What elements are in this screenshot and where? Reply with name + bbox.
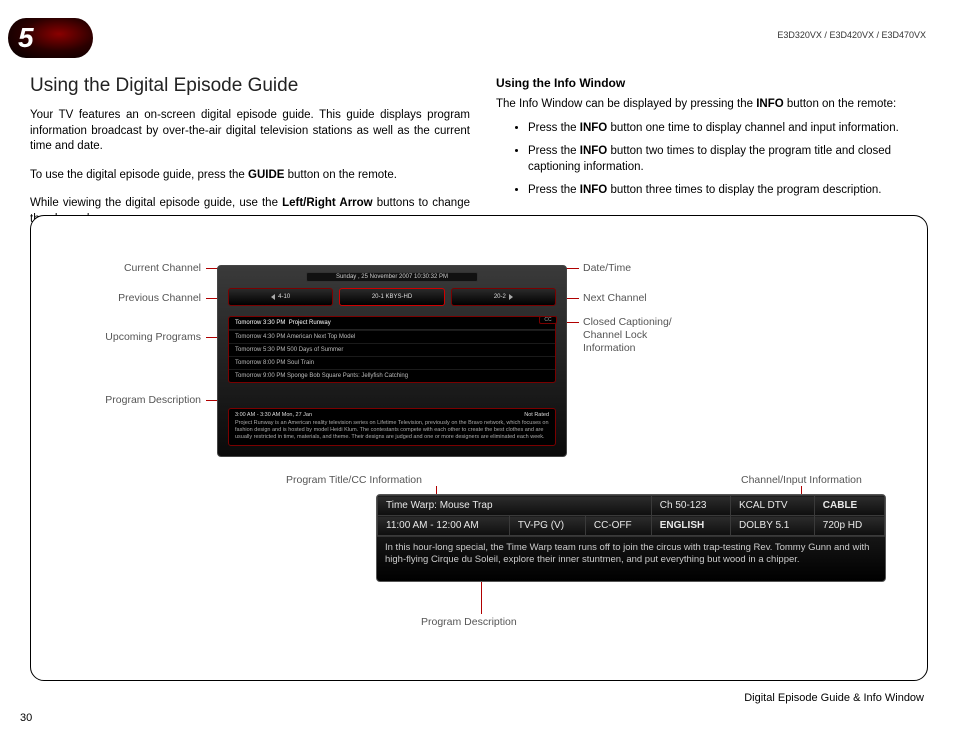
label-program-title-cc: Program Title/CC Information — [286, 474, 422, 486]
page-heading: Using the Digital Episode Guide — [30, 75, 298, 97]
list-item: Press the INFO button three times to dis… — [528, 183, 926, 199]
info-time: 11:00 AM - 12:00 AM — [378, 516, 510, 536]
epg-next-channel-tab: 20-2 — [451, 288, 556, 306]
label-next-channel: Next Channel — [583, 292, 647, 304]
list-item: Press the INFO button one time to displa… — [528, 121, 926, 137]
leader-line — [481, 582, 482, 614]
cc-badge: CC — [539, 316, 557, 324]
epg-item: Tomorrow 5:30 PM 500 Days of Summer — [229, 343, 555, 356]
chapter-badge: 5 — [8, 18, 93, 58]
epg-description-text: Project Runway is an American reality te… — [235, 420, 549, 441]
label-date-time: Date/Time — [583, 262, 631, 274]
info-station: KCAL DTV — [730, 496, 814, 516]
chevron-right-icon — [509, 294, 513, 300]
epg-program-list: Tomorrow 3:30 PM Project Runway CC Tomor… — [228, 316, 556, 383]
epg-item: Tomorrow 8:00 PM Soul Train — [229, 356, 555, 369]
model-numbers: E3D320VX / E3D420VX / E3D470VX — [777, 30, 926, 40]
info-steps-list: Press the INFO button one time to displa… — [528, 121, 926, 199]
chevron-left-icon — [271, 294, 275, 300]
label-cc-lock: Closed Captioning/ Channel Lock Informat… — [583, 316, 672, 355]
info-rating: TV-PG (V) — [509, 516, 585, 536]
epg-item: Tomorrow 9:00 PM Sponge Bob Square Pants… — [229, 369, 555, 382]
label-upcoming-programs: Upcoming Programs — [91, 331, 201, 343]
figure-frame: Current Channel Previous Channel Upcomin… — [30, 215, 928, 681]
page-number: 30 — [20, 712, 32, 724]
chapter-number: 5 — [18, 22, 34, 54]
epg-now-row: Tomorrow 3:30 PM Project Runway CC — [229, 317, 555, 330]
label-current-channel: Current Channel — [101, 262, 201, 274]
info-intro: The Info Window can be displayed by pres… — [496, 97, 926, 113]
epg-channel-row: 4-10 20-1 KBYS-HD 20-2 — [228, 288, 556, 306]
label-previous-channel: Previous Channel — [101, 292, 201, 304]
epg-prev-channel-tab: 4-10 — [228, 288, 333, 306]
list-item: Press the INFO button two times to displ… — [528, 144, 926, 175]
right-column: Using the Info Window The Info Window ca… — [496, 75, 926, 207]
epg-screenshot: Sunday , 25 November 2007 10:30:32 PM 4-… — [217, 265, 567, 457]
info-audio: DOLBY 5.1 — [730, 516, 814, 536]
info-window-screenshot: Time Warp: Mouse Trap Ch 50-123 KCAL DTV… — [376, 494, 886, 582]
intro-paragraph: Your TV features an on-screen digital ep… — [30, 108, 470, 155]
info-description: In this hour-long special, the Time Warp… — [377, 536, 885, 572]
epg-current-channel-tab: 20-1 KBYS-HD — [339, 288, 444, 306]
label-channel-input: Channel/Input Information — [741, 474, 862, 486]
info-title: Time Warp: Mouse Trap — [378, 496, 652, 516]
info-lang: ENGLISH — [651, 516, 730, 536]
label-program-description: Program Description — [91, 394, 201, 406]
guide-instruction: To use the digital episode guide, press … — [30, 168, 470, 184]
label-program-description-2: Program Description — [421, 616, 517, 628]
info-window-table: Time Warp: Mouse Trap Ch 50-123 KCAL DTV… — [377, 495, 885, 536]
info-window-heading: Using the Info Window — [496, 75, 926, 91]
epg-item: Tomorrow 4:30 PM American Next Top Model — [229, 330, 555, 343]
epg-date-bar: Sunday , 25 November 2007 10:30:32 PM — [306, 272, 478, 282]
info-channel: Ch 50-123 — [651, 496, 730, 516]
info-res: 720p HD — [814, 516, 884, 536]
info-input: CABLE — [814, 496, 884, 516]
info-cc: CC-OFF — [585, 516, 651, 536]
section-footer-label: Digital Episode Guide & Info Window — [744, 692, 924, 704]
epg-description-box: 3:00 AM - 3:30 AM Mon, 27 JanNot Rated P… — [228, 408, 556, 446]
